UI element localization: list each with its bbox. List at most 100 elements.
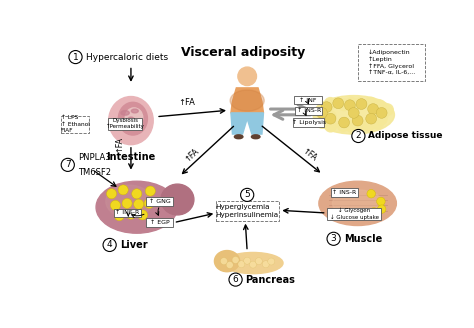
Circle shape (352, 115, 363, 126)
Text: Pancreas: Pancreas (245, 275, 295, 285)
Circle shape (145, 186, 155, 196)
Circle shape (377, 197, 385, 206)
Ellipse shape (214, 251, 240, 272)
Circle shape (144, 198, 154, 208)
Ellipse shape (123, 124, 131, 129)
Text: 2: 2 (356, 132, 361, 140)
Text: ↑FA: ↑FA (179, 98, 196, 107)
Text: 5: 5 (244, 190, 250, 199)
Circle shape (255, 258, 262, 265)
Circle shape (262, 261, 269, 268)
Circle shape (249, 261, 256, 268)
Text: ↑ LPS
↑ Ethanol
FIAF: ↑ LPS ↑ Ethanol FIAF (61, 115, 90, 133)
Circle shape (338, 99, 350, 111)
Circle shape (325, 111, 336, 122)
Circle shape (317, 117, 328, 128)
Circle shape (238, 67, 256, 86)
Text: ↑FA: ↑FA (183, 147, 201, 164)
Text: Muscle: Muscle (344, 234, 382, 244)
Text: Adipose tissue: Adipose tissue (368, 132, 442, 140)
Ellipse shape (118, 102, 147, 135)
Ellipse shape (96, 181, 177, 233)
Circle shape (325, 120, 337, 132)
Text: ↑ GNG: ↑ GNG (149, 199, 171, 204)
Polygon shape (231, 113, 264, 134)
Text: Intestine: Intestine (106, 152, 155, 162)
Circle shape (220, 258, 228, 265)
Circle shape (346, 98, 357, 109)
Ellipse shape (319, 181, 396, 226)
Circle shape (375, 109, 387, 121)
Circle shape (132, 189, 142, 199)
FancyBboxPatch shape (358, 44, 425, 81)
Ellipse shape (109, 96, 153, 145)
Circle shape (337, 120, 349, 132)
Text: ↑ INS-R: ↑ INS-R (332, 190, 356, 195)
Circle shape (375, 113, 387, 125)
FancyBboxPatch shape (146, 218, 173, 227)
Text: ↓Adiponectin
↑Leptin
↑FFA, Glycerol
↑TNF-α, IL-6,...: ↓Adiponectin ↑Leptin ↑FFA, Glycerol ↑TNF… (368, 50, 415, 75)
Text: ↑ INF: ↑ INF (299, 98, 317, 103)
Ellipse shape (251, 135, 260, 139)
Circle shape (232, 256, 239, 263)
Text: ↑ INS-R: ↑ INS-R (297, 109, 321, 113)
Ellipse shape (121, 111, 129, 115)
FancyBboxPatch shape (146, 197, 173, 206)
Circle shape (61, 158, 74, 172)
Circle shape (348, 108, 359, 118)
Circle shape (372, 117, 383, 129)
FancyBboxPatch shape (294, 96, 321, 104)
Circle shape (376, 108, 387, 118)
Circle shape (352, 130, 365, 143)
Circle shape (126, 209, 136, 219)
Text: PNPLA3: PNPLA3 (78, 153, 110, 162)
Circle shape (69, 51, 82, 64)
Circle shape (377, 205, 386, 214)
Ellipse shape (128, 117, 134, 120)
Text: 6: 6 (233, 275, 238, 284)
Ellipse shape (135, 119, 142, 123)
FancyBboxPatch shape (295, 107, 322, 115)
Circle shape (325, 113, 336, 124)
Circle shape (368, 104, 379, 114)
Text: 3: 3 (331, 234, 337, 243)
Ellipse shape (332, 190, 383, 217)
Ellipse shape (313, 95, 394, 134)
Circle shape (325, 97, 336, 109)
Circle shape (366, 113, 377, 124)
Text: 1: 1 (73, 52, 78, 62)
Text: ↑FA: ↑FA (115, 136, 124, 152)
FancyBboxPatch shape (331, 188, 358, 197)
Circle shape (370, 208, 378, 216)
Circle shape (107, 189, 117, 199)
Ellipse shape (223, 253, 283, 274)
FancyBboxPatch shape (293, 118, 324, 127)
Circle shape (134, 199, 144, 209)
Text: Hypercaloric diets: Hypercaloric diets (86, 52, 168, 62)
Text: 7: 7 (65, 160, 71, 169)
Circle shape (241, 188, 254, 201)
Circle shape (316, 107, 328, 118)
Circle shape (122, 198, 132, 208)
Text: ↑ EGP: ↑ EGP (150, 220, 169, 225)
FancyBboxPatch shape (109, 117, 142, 130)
Circle shape (226, 261, 233, 268)
Ellipse shape (161, 184, 194, 215)
Circle shape (338, 117, 349, 128)
FancyBboxPatch shape (216, 201, 279, 221)
Circle shape (229, 273, 242, 286)
Text: ↑ Lipolysis: ↑ Lipolysis (292, 120, 326, 125)
Circle shape (354, 120, 366, 132)
Circle shape (118, 185, 128, 195)
Circle shape (321, 102, 332, 113)
Circle shape (137, 210, 147, 220)
Circle shape (110, 200, 120, 210)
Circle shape (268, 258, 275, 265)
Text: Dysbiosis
↑Permeability: Dysbiosis ↑Permeability (106, 118, 145, 129)
Circle shape (327, 232, 340, 245)
Text: ↑FA: ↑FA (300, 147, 318, 164)
Ellipse shape (106, 185, 152, 218)
Ellipse shape (125, 108, 143, 127)
Circle shape (367, 190, 375, 198)
Circle shape (333, 98, 344, 109)
